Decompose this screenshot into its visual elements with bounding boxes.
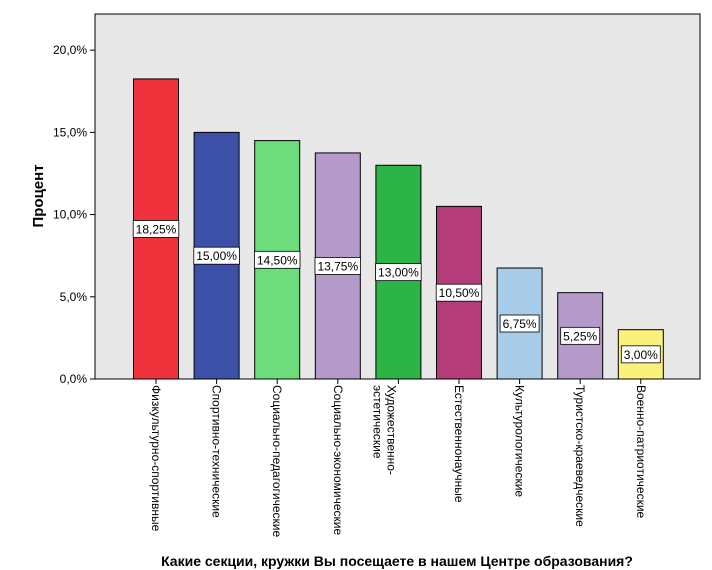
data-label-box <box>132 220 180 238</box>
data-label: 14,50% <box>257 253 298 267</box>
y-tick-label: 15,0% <box>53 125 87 139</box>
data-label-box <box>375 263 422 282</box>
data-label: 13,00% <box>378 266 419 280</box>
data-label-box <box>499 314 540 333</box>
data-label-box <box>435 283 483 302</box>
data-label: 6,75% <box>503 317 537 331</box>
y-tick-label: 5,0% <box>60 290 88 304</box>
data-label-box <box>314 257 361 275</box>
x-category-label: Туристско-краеведческие <box>573 385 587 527</box>
data-label: 3,00% <box>624 348 658 362</box>
y-tick-label: 20,0% <box>53 43 87 57</box>
x-category-label: Спортивно-технические <box>210 385 224 518</box>
data-label: 15,00% <box>196 249 237 263</box>
x-category-label: Социально-педагогические <box>270 385 284 537</box>
data-label-box <box>253 250 301 269</box>
x-category-label: Культурологические <box>513 385 527 497</box>
x-category-label: Естественнонаучные <box>452 385 466 503</box>
x-axis-title: Какие секции, кружки Вы посещаете в наше… <box>161 553 633 569</box>
data-label: 18,25% <box>136 222 177 236</box>
data-label-box <box>560 326 601 345</box>
x-category-label: Социально-экономические <box>331 385 345 535</box>
data-label: 13,75% <box>317 259 358 273</box>
data-label: 5,25% <box>563 329 597 343</box>
x-category-label: Военно-патриотические <box>634 385 648 519</box>
data-label-box <box>620 345 661 364</box>
y-tick-label: 0,0% <box>60 372 88 386</box>
x-category-label: Художественно-эстетические <box>370 385 398 475</box>
x-category-label: Физкультурно-спортивные <box>149 385 163 532</box>
data-label: 10,50% <box>439 286 480 300</box>
y-tick-label: 10,0% <box>53 208 87 222</box>
data-label-box <box>193 246 240 265</box>
y-axis-title: Процент <box>30 164 47 227</box>
